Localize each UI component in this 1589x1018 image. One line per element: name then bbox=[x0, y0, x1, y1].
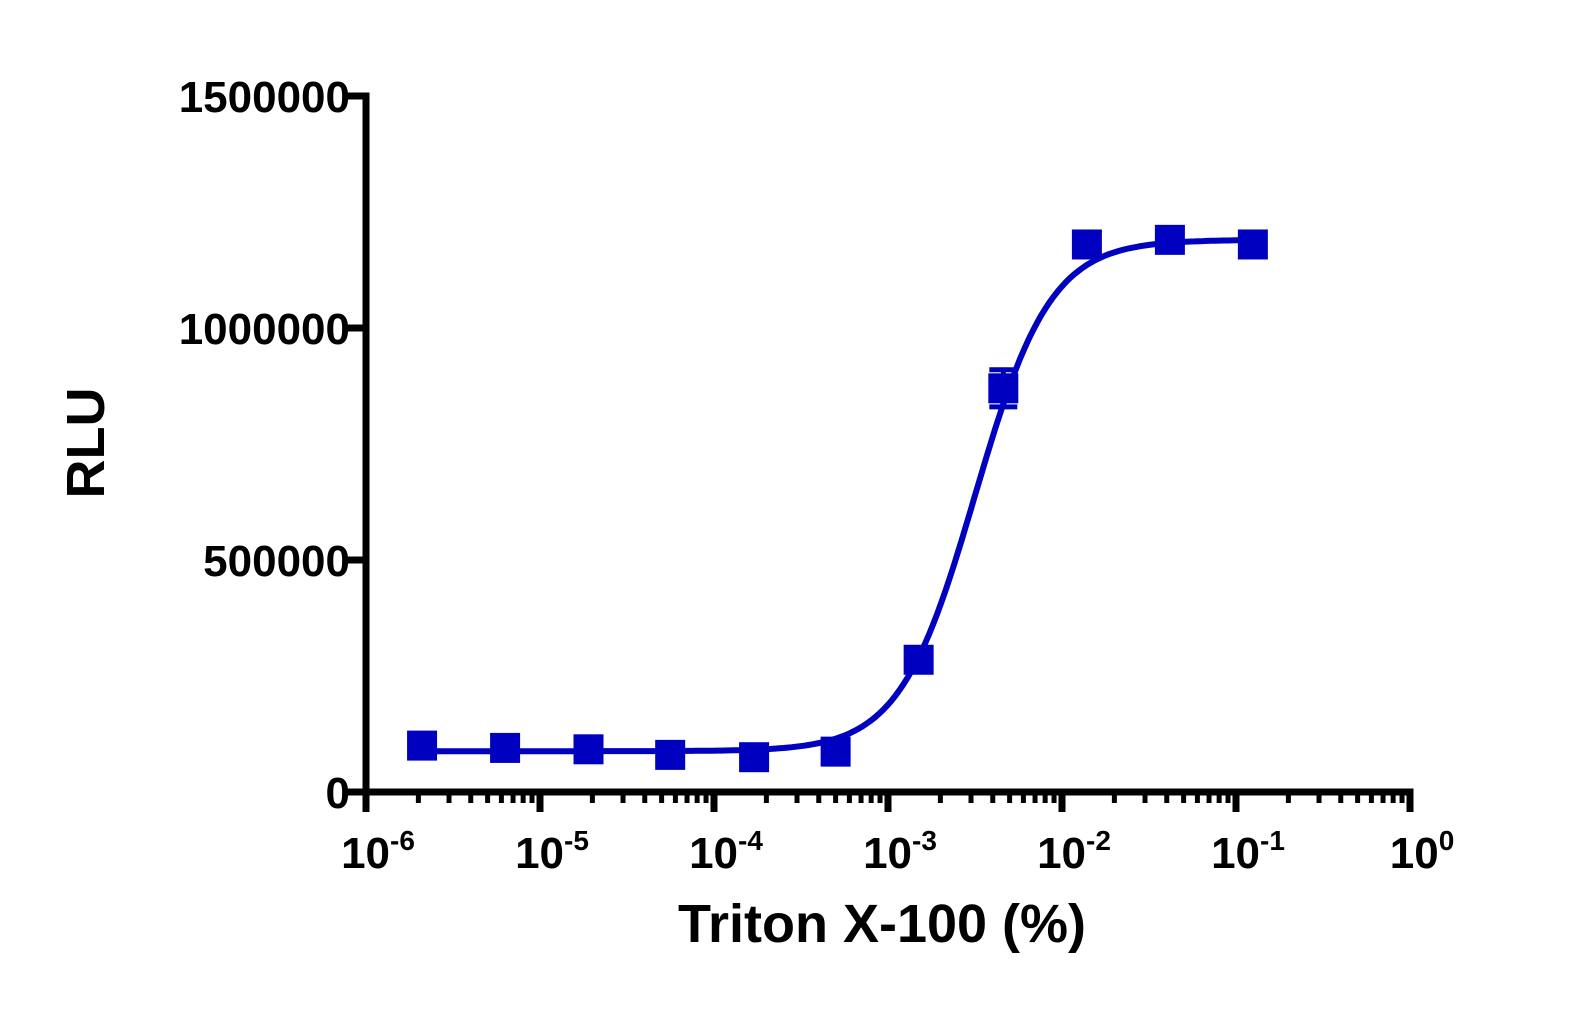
y-tick-label: 1500000 bbox=[179, 73, 350, 122]
x-axis-title: Triton X-100 (%) bbox=[678, 894, 1086, 954]
y-tick-label: 1000000 bbox=[179, 305, 350, 354]
x-tick-label: 10-5 bbox=[515, 825, 589, 878]
x-tick-label: 10-1 bbox=[1211, 825, 1285, 878]
x-tick-label: 10-6 bbox=[341, 825, 415, 878]
x-tick-label: 10-3 bbox=[863, 825, 937, 878]
data-point-marker bbox=[1237, 229, 1268, 260]
data-point-marker bbox=[1071, 229, 1102, 260]
data-point-marker bbox=[739, 742, 770, 773]
x-tick-label: 100 bbox=[1390, 825, 1455, 878]
fit-curve-group bbox=[422, 237, 1253, 755]
y-tick-label: 0 bbox=[326, 769, 350, 818]
y-axis-title: RLU bbox=[56, 388, 116, 499]
axes bbox=[362, 92, 1414, 796]
data-point-marker bbox=[573, 734, 604, 765]
data-point-marker bbox=[1154, 224, 1185, 255]
data-point-marker bbox=[490, 732, 521, 763]
y-tick-label: 500000 bbox=[203, 537, 350, 586]
data-point-marker bbox=[903, 644, 934, 675]
data-point-marker bbox=[820, 736, 851, 767]
x-ticks: 10-6 10-5 10-4 10-3 10-2 10-1 100 bbox=[341, 792, 1454, 878]
x-tick-label: 10-2 bbox=[1037, 825, 1111, 878]
data-point-marker bbox=[988, 373, 1019, 404]
fit-curve bbox=[422, 237, 1253, 755]
data-points bbox=[407, 224, 1268, 773]
data-point-marker bbox=[655, 739, 686, 770]
x-tick-label: 10-4 bbox=[689, 825, 763, 878]
y-ticks: 0 500000 1000000 1500000 bbox=[179, 73, 366, 818]
data-point-marker bbox=[407, 730, 438, 761]
